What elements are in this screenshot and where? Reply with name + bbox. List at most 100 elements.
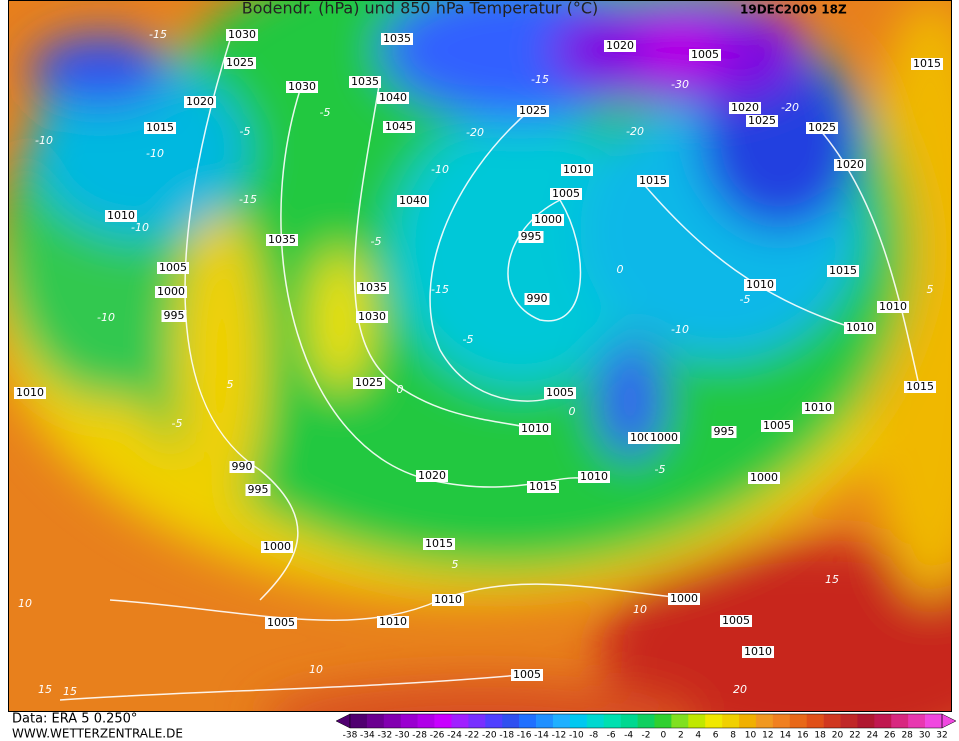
isobar-label: 1020: [186, 95, 214, 108]
isobar-label-bg: [377, 616, 409, 628]
isobar-label-bg: [648, 432, 680, 444]
colorbar-swatch: [823, 714, 841, 728]
temperature-label: 5: [227, 378, 234, 391]
isobar-label: 1000: [263, 540, 291, 553]
isobar-label-bg: [14, 387, 46, 399]
isobar-label-bg: [184, 96, 216, 108]
isobar-label: 1010: [16, 386, 44, 399]
isobar-label-bg: [550, 188, 582, 200]
colorbar-label: 14: [780, 731, 792, 741]
isobar-label-bg: [423, 538, 455, 550]
isobar-label-bg: [524, 293, 550, 305]
isobar-label-bg: [844, 322, 876, 334]
temperature-label: 15: [38, 683, 52, 696]
colorbar-label: -20: [482, 731, 497, 741]
temperature-label: -5: [172, 417, 183, 430]
isobar-label-bg: [518, 231, 544, 243]
temperature-label: -10: [97, 311, 115, 324]
colorbar-label: -14: [534, 731, 549, 741]
temperature-label: -10: [431, 163, 449, 176]
isobar-label: 1045: [385, 120, 413, 133]
isobar-label: 1010: [379, 615, 407, 628]
isobar-label: 1015: [146, 121, 174, 134]
isobar-label-bg: [802, 402, 834, 414]
isobar-label: 1020: [836, 158, 864, 171]
temperature-label: 5: [452, 558, 459, 571]
isobar-label-bg: [519, 423, 551, 435]
colorbar-swatch: [468, 714, 486, 728]
colorbar-label: 6: [713, 731, 719, 741]
colorbar-swatch: [891, 714, 909, 728]
isobar-label: 1000: [157, 285, 185, 298]
colorbar-label: -12: [552, 731, 567, 741]
colorbar-arrow-high: [941, 713, 957, 729]
colorbar-label: -22: [465, 731, 480, 741]
colorbar-swatch: [366, 714, 385, 728]
colorbar-label: -16: [517, 731, 532, 741]
isobar-label-bg: [517, 105, 549, 117]
colorbar-swatch: [806, 714, 824, 728]
isobar-label: 1015: [913, 57, 941, 70]
isobar-label-bg: [877, 301, 909, 313]
isobar-label: 1005: [763, 419, 791, 432]
isobar-label: 1005: [552, 187, 580, 200]
temperature-label: 0: [397, 383, 404, 396]
isobar-label: 1005: [267, 616, 295, 629]
temperature-label: -15: [431, 283, 449, 296]
isobar-label-bg: [381, 33, 413, 45]
isobar-label: 1010: [846, 321, 874, 334]
temperature-label: -15: [531, 73, 549, 86]
isobar-label: 1025: [748, 114, 776, 127]
temperature-label: -20: [466, 126, 484, 139]
isobar-label-bg: [544, 387, 576, 399]
colorbar-swatch: [772, 714, 791, 728]
colorbar-swatch: [485, 714, 503, 728]
colorbar-label: -28: [412, 731, 427, 741]
isobar-label: 1020: [606, 39, 634, 52]
temperature-label: 15: [63, 685, 77, 698]
isobar-label: 1005: [546, 386, 574, 399]
isobar-label-bg: [261, 541, 293, 553]
colorbar-swatch: [874, 714, 892, 728]
colorbar-swatch: [857, 714, 875, 728]
temperature-label: -5: [240, 125, 251, 138]
isobar-label: 1000: [534, 213, 562, 226]
temperature-label: 0: [617, 263, 624, 276]
isobar-label: 1000: [750, 471, 778, 484]
isobar-label-bg: [265, 617, 297, 629]
isobar-label-bg: [416, 470, 448, 482]
colorbar-label: 12: [762, 731, 773, 741]
map-title: Bodendr. (hPa) und 850 hPa Temperatur (°…: [242, 0, 599, 18]
isobar-label: 1020: [731, 101, 759, 114]
isobar-label: 1035: [383, 32, 411, 45]
colorbar-label: 10: [745, 731, 757, 741]
isobar-label-bg: [155, 286, 187, 298]
temperature-label: -15: [239, 193, 257, 206]
colorbar-swatch: [586, 714, 605, 728]
isobar-label-bg: [720, 615, 752, 627]
data-source: Data: ERA 5 0.250°: [12, 712, 137, 727]
colorbar-swatch: [400, 714, 418, 728]
isobar-label: 995: [164, 309, 185, 322]
colorbar-label: -24: [447, 731, 462, 741]
isobar-label: 990: [527, 292, 548, 305]
colorbar-swatch: [451, 714, 469, 728]
colorbar-swatch: [739, 714, 757, 728]
temperature-label: -5: [463, 333, 474, 346]
colorbar-swatch: [417, 714, 435, 728]
colorbar-label: 0: [661, 731, 667, 741]
temperature-label: 20: [733, 683, 747, 696]
isobar-label: 1015: [425, 537, 453, 550]
temperature-label: 5: [927, 283, 934, 296]
isobar-label-bg: [383, 121, 415, 133]
colorbar-label: 30: [919, 731, 931, 741]
temperature-label: -5: [740, 293, 751, 306]
temperature-label: -15: [149, 28, 167, 41]
colorbar-swatch: [519, 714, 537, 728]
colorbar-label: 32: [936, 731, 947, 741]
isobar-label-bg: [432, 594, 464, 606]
isobar-label-bg: [157, 262, 189, 274]
isobar-label-bg: [224, 57, 256, 69]
isobar-label: 1040: [399, 194, 427, 207]
